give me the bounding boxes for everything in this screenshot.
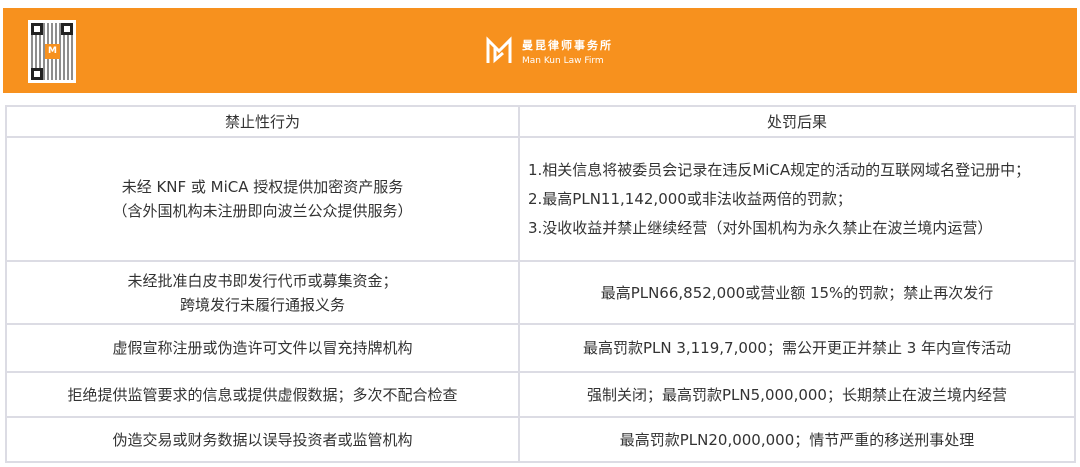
table-header: 禁止性行为 处罚后果	[5, 105, 1076, 138]
table-row: 虚假宣称注册或伪造许可文件以冒充持牌机构 最高罚款PLN 3,119,7,000…	[5, 323, 1076, 373]
behavior-cell: 拒绝提供监管要求的信息或提供虚假数据；多次不配合检查	[5, 371, 520, 418]
behavior-cell: 伪造交易或财务数据以误导投资者或监管机构	[5, 416, 520, 463]
qr-logo: M	[45, 44, 60, 59]
behavior-cell: 虚假宣称注册或伪造许可文件以冒充持牌机构	[5, 323, 520, 373]
behavior-line: 未经批准白皮书即发行代币或募集资金；	[127, 271, 398, 290]
behavior-line: 跨境发行未履行通报义务	[179, 295, 345, 314]
penalty-cell: 最高罚款PLN20,000,000；情节严重的移送刑事处理	[518, 416, 1076, 463]
penalty-table: 禁止性行为 处罚后果 未经 KNF 或 MiCA 授权提供加密资产服务 （含外国机…	[5, 105, 1076, 463]
table-row: 未经 KNF 或 MiCA 授权提供加密资产服务 （含外国机构未注册即向波兰公众提…	[5, 136, 1076, 262]
penalty-line: 2.最高PLN11,142,000或非法收益两倍的罚款；	[528, 189, 852, 208]
behavior-line: （含外国机构未注册即向波兰公众提供服务）	[112, 202, 413, 220]
table-row: 伪造交易或财务数据以误导投资者或监管机构 最高罚款PLN20,000,000；情…	[5, 416, 1076, 463]
penalty-cell: 最高PLN66,852,000或营业额 15%的罚款；禁止再次发行	[518, 260, 1076, 325]
firm-logo: 曼昆律师事务所 Man Kun Law Firm	[485, 36, 613, 66]
penalty-cell: 强制关闭；最高罚款PLN5,000,000；长期禁止在波兰境内经营	[518, 371, 1076, 418]
header-penalty: 处罚后果	[518, 105, 1076, 138]
firm-name-cn: 曼昆律师事务所	[522, 38, 613, 52]
penalty-cell: 1.相关信息将被委员会记录在违反MiCA规定的活动的互联网域名登记册中； 2.最高…	[518, 136, 1076, 262]
header-behavior: 禁止性行为	[5, 105, 520, 138]
penalty-line: 1.相关信息将被委员会记录在违反MiCA规定的活动的互联网域名登记册中；	[528, 160, 1031, 179]
behavior-cell: 未经 KNF 或 MiCA 授权提供加密资产服务 （含外国机构未注册即向波兰公众提…	[5, 136, 520, 262]
qr-code: M	[28, 20, 76, 83]
behavior-line: 未经 KNF 或 MiCA 授权提供加密资产服务	[121, 178, 404, 196]
firm-logo-icon	[486, 36, 512, 64]
penalty-cell: 最高罚款PLN 3,119,7,000；需公开更正并禁止 3 年内宣传活动	[518, 323, 1076, 373]
penalty-line: 3.没收收益并禁止继续经营（对外国机构为永久禁止在波兰境内运营）	[528, 218, 993, 237]
behavior-cell: 未经批准白皮书即发行代币或募集资金； 跨境发行未履行通报义务	[5, 260, 520, 325]
table-row: 未经批准白皮书即发行代币或募集资金； 跨境发行未履行通报义务 最高PLN66,85…	[5, 260, 1076, 325]
firm-name-en: Man Kun Law Firm	[522, 55, 604, 66]
header-banner: M 曼昆律师事务所 Man Kun Law Firm	[3, 8, 1077, 93]
table-row: 拒绝提供监管要求的信息或提供虚假数据；多次不配合检查 强制关闭；最高罚款PLN5…	[5, 371, 1076, 418]
